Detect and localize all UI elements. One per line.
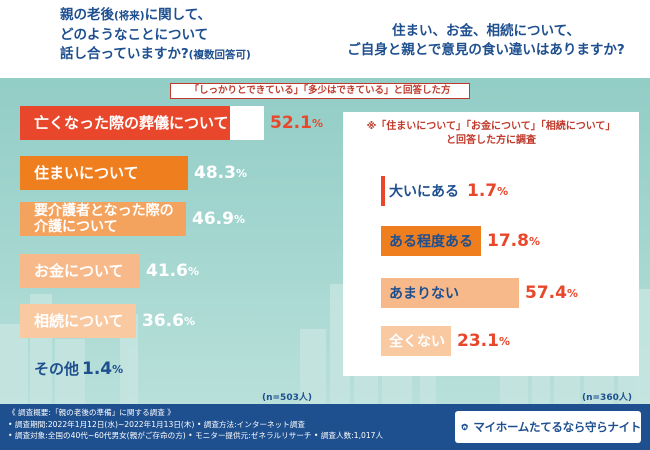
bar-inheritance bbox=[20, 304, 136, 338]
left-sample-size: (n=503人) bbox=[262, 393, 312, 403]
bar-label-inheritance: 相続について bbox=[34, 312, 124, 330]
rpct-value-not-at-all: 23.1 bbox=[457, 331, 499, 351]
left-title-line1-small: (将来) bbox=[114, 10, 145, 22]
rpct-not-much: 57.4% bbox=[525, 278, 578, 308]
pct-unit-care: % bbox=[233, 212, 245, 226]
pct-value-money: 41.6 bbox=[146, 261, 188, 281]
bar-label-care-line2: 介護について bbox=[34, 219, 118, 235]
rbar-fill-not-at-all bbox=[381, 326, 451, 356]
rpct-value-very-much: 1.7 bbox=[467, 181, 498, 201]
rpct-value-somewhat: 17.8 bbox=[487, 231, 529, 251]
pct-care: 46.9% bbox=[192, 202, 245, 236]
right-title-line1: 住まい、お金、相続について、 bbox=[392, 23, 580, 39]
bar-funeral bbox=[20, 106, 264, 140]
right-sample-size: (n=360人) bbox=[582, 393, 632, 403]
rbar-fill-not-much bbox=[381, 278, 519, 308]
pct-unit-other: % bbox=[112, 362, 124, 376]
bar-fill-housing bbox=[20, 156, 188, 190]
left-chart-note: 「しっかりとできている」「多少はできている」と回答した方 bbox=[170, 83, 470, 99]
rpct-unit-very-much: % bbox=[497, 184, 509, 198]
rbar-label-not-much: あまりない bbox=[389, 286, 459, 302]
rpct-very-much: 1.7% bbox=[467, 176, 508, 206]
rbar-fill-somewhat bbox=[381, 226, 481, 256]
rbar-label-not-at-all: 全くない bbox=[389, 334, 445, 350]
footer-line1: 《 調査概要:「親の老後の準備」に関する調査 》 bbox=[8, 408, 175, 417]
pct-other: 1.4% bbox=[82, 352, 123, 386]
pct-value-care: 46.9 bbox=[192, 209, 234, 229]
rbar-fill-very-much bbox=[381, 176, 385, 206]
rbar-label-very-much: 大いにある bbox=[389, 184, 459, 200]
left-title-line3-small: (複数回答可) bbox=[188, 49, 251, 61]
left-title-line3: 話し合っていますか? bbox=[60, 46, 189, 62]
bar-label-funeral: 亡くなった際の葬儀について bbox=[34, 114, 229, 132]
brand-logo[interactable]: マイホームたてるなら守らナイト bbox=[455, 411, 641, 443]
pct-housing: 48.3% bbox=[194, 156, 247, 190]
pct-funeral: 52.1% bbox=[270, 106, 323, 140]
bar-label-other: その他 bbox=[34, 360, 80, 378]
pct-unit-funeral: % bbox=[311, 116, 323, 130]
bar-money bbox=[20, 254, 140, 288]
pct-value-funeral: 52.1 bbox=[270, 113, 312, 133]
bar-fill-money bbox=[20, 254, 140, 288]
pct-unit-inheritance: % bbox=[183, 314, 195, 328]
logo-text: マイホームたてるなら守らナイト bbox=[473, 420, 641, 434]
bar-care bbox=[20, 202, 186, 236]
bar-label-care-line1: 要介護者となった際の bbox=[34, 203, 174, 219]
footer-line2: • 調査期間:2022年1月12日(水)~2022年1月13日(木) • 調査方… bbox=[8, 419, 306, 429]
left-title-line1: 親の老後 bbox=[60, 7, 114, 23]
right-title-line2: ご自身と親とで意見の食い違いはありますか? bbox=[347, 42, 625, 58]
pct-value-inheritance: 36.6 bbox=[142, 311, 184, 331]
bar-housing bbox=[20, 156, 188, 190]
left-title-line1-rest: に関して、 bbox=[144, 7, 212, 23]
left-question-title: 親の老後(将来)に関して、 どのようなことについて 話し合っていますか?(複数回… bbox=[60, 6, 330, 65]
pct-unit-housing: % bbox=[235, 166, 247, 180]
house-shield-icon bbox=[461, 423, 468, 431]
right-chart-note: ※「住まいについて」「お金について」「相続について」 と回答した方に調査 bbox=[343, 120, 639, 148]
rpct-unit-somewhat: % bbox=[528, 234, 540, 248]
rpct-unit-not-much: % bbox=[566, 286, 578, 300]
right-chart-note-line2: と回答した方に調査 bbox=[446, 135, 536, 146]
bar-label-housing: 住まいについて bbox=[34, 164, 139, 182]
pct-value-housing: 48.3 bbox=[194, 163, 236, 183]
right-question-title: 住まい、お金、相続について、 ご自身と親とで意見の食い違いはありますか? bbox=[326, 22, 646, 60]
pct-money: 41.6% bbox=[146, 254, 199, 288]
bar-fill-care bbox=[20, 202, 186, 236]
bar-fill-inheritance bbox=[20, 304, 136, 338]
rpct-somewhat: 17.8% bbox=[487, 226, 540, 256]
pct-inheritance: 36.6% bbox=[142, 304, 195, 338]
footer-line3: • 調査対象:全国の40代~60代男女(親がご存命の方) • モニター提供元:ゼ… bbox=[8, 431, 384, 440]
right-chart-note-line1: ※「住まいについて」「お金について」「相続について」 bbox=[366, 121, 616, 132]
right-chart-card: ※「住まいについて」「お金について」「相続について」 と回答した方に調査 大いに… bbox=[343, 112, 639, 376]
bar-fill-funeral bbox=[20, 106, 231, 140]
rpct-unit-not-at-all: % bbox=[498, 334, 510, 348]
pct-value-other: 1.4 bbox=[82, 359, 113, 379]
pct-unit-money: % bbox=[187, 264, 199, 278]
rpct-value-not-much: 57.4 bbox=[525, 283, 567, 303]
left-title-line2: どのようなことについて bbox=[60, 27, 209, 43]
rbar-label-somewhat: ある程度ある bbox=[389, 234, 473, 250]
bar-label-money: お金について bbox=[34, 262, 124, 280]
rpct-not-at-all: 23.1% bbox=[457, 326, 510, 356]
